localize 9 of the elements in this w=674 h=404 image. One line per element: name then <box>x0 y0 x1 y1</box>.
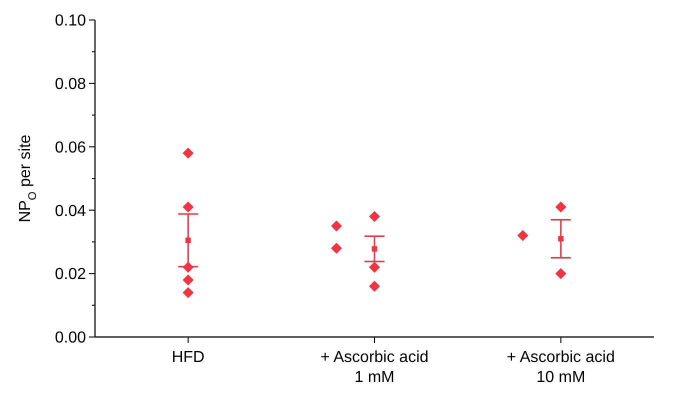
y-tick-label: 0.08 <box>54 76 86 93</box>
y-tick-label: 0.00 <box>54 330 86 347</box>
x-tick-label: + Ascorbic acid 1 mM <box>320 349 429 386</box>
y-tick-label: 0.02 <box>54 266 86 284</box>
x-tick-label: + Ascorbic acid 10 mM <box>506 349 615 386</box>
y-tick-label: 0.10 <box>54 12 86 30</box>
x-tick-label: HFD <box>172 349 205 366</box>
y-tick-label: 0.06 <box>54 139 86 156</box>
y-tick-label: 0.04 <box>54 202 86 220</box>
